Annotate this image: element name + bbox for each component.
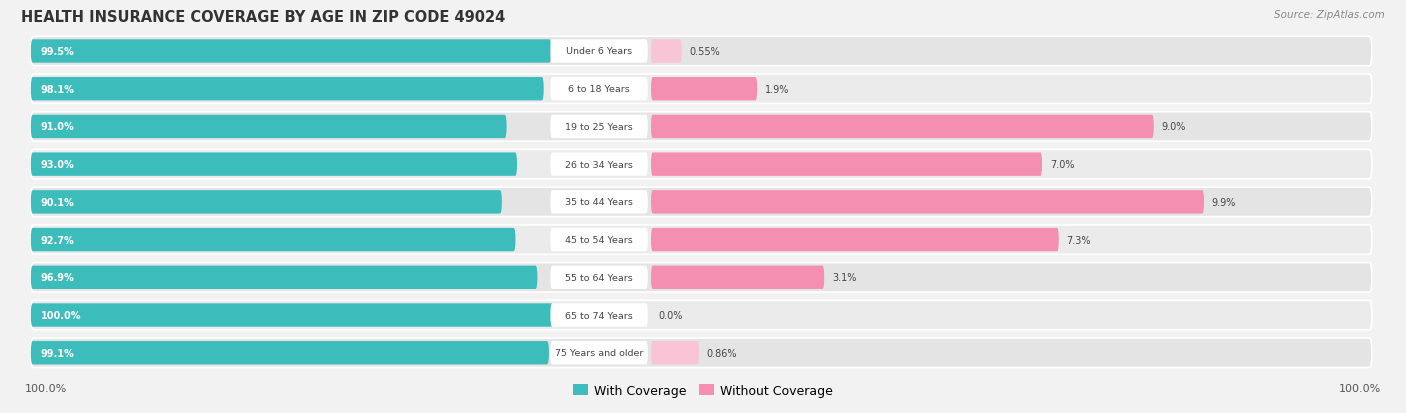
FancyBboxPatch shape bbox=[31, 75, 1372, 104]
FancyBboxPatch shape bbox=[550, 304, 648, 327]
Text: 75 Years and older: 75 Years and older bbox=[555, 349, 644, 357]
FancyBboxPatch shape bbox=[651, 153, 1042, 176]
FancyBboxPatch shape bbox=[31, 338, 1372, 368]
Text: 6 to 18 Years: 6 to 18 Years bbox=[568, 85, 630, 94]
FancyBboxPatch shape bbox=[550, 116, 648, 139]
FancyBboxPatch shape bbox=[31, 304, 554, 327]
Text: 55 to 64 Years: 55 to 64 Years bbox=[565, 273, 633, 282]
FancyBboxPatch shape bbox=[31, 266, 537, 289]
Text: HEALTH INSURANCE COVERAGE BY AGE IN ZIP CODE 49024: HEALTH INSURANCE COVERAGE BY AGE IN ZIP … bbox=[21, 10, 505, 25]
Text: 7.3%: 7.3% bbox=[1067, 235, 1091, 245]
FancyBboxPatch shape bbox=[550, 153, 648, 176]
FancyBboxPatch shape bbox=[550, 341, 648, 365]
FancyBboxPatch shape bbox=[550, 78, 648, 101]
FancyBboxPatch shape bbox=[651, 116, 1154, 139]
Text: 100.0%: 100.0% bbox=[41, 310, 82, 320]
Text: 7.0%: 7.0% bbox=[1050, 160, 1074, 170]
Text: 99.5%: 99.5% bbox=[41, 47, 75, 57]
Text: 26 to 34 Years: 26 to 34 Years bbox=[565, 160, 633, 169]
Text: 19 to 25 Years: 19 to 25 Years bbox=[565, 123, 633, 132]
Text: 1.9%: 1.9% bbox=[765, 85, 789, 95]
Text: 90.1%: 90.1% bbox=[41, 197, 75, 207]
Text: 9.0%: 9.0% bbox=[1161, 122, 1185, 132]
Text: 9.9%: 9.9% bbox=[1212, 197, 1236, 207]
FancyBboxPatch shape bbox=[31, 78, 544, 101]
Text: 93.0%: 93.0% bbox=[41, 160, 75, 170]
FancyBboxPatch shape bbox=[651, 228, 1059, 252]
FancyBboxPatch shape bbox=[31, 40, 551, 64]
FancyBboxPatch shape bbox=[651, 40, 682, 64]
Text: 96.9%: 96.9% bbox=[41, 273, 75, 282]
Text: 3.1%: 3.1% bbox=[832, 273, 856, 282]
Text: Source: ZipAtlas.com: Source: ZipAtlas.com bbox=[1274, 10, 1385, 20]
Text: 92.7%: 92.7% bbox=[41, 235, 75, 245]
Text: 45 to 54 Years: 45 to 54 Years bbox=[565, 235, 633, 244]
FancyBboxPatch shape bbox=[31, 116, 506, 139]
Text: 35 to 44 Years: 35 to 44 Years bbox=[565, 198, 633, 207]
Text: 100.0%: 100.0% bbox=[1339, 383, 1381, 393]
Text: Under 6 Years: Under 6 Years bbox=[567, 47, 633, 56]
FancyBboxPatch shape bbox=[31, 301, 1372, 330]
Text: 0.0%: 0.0% bbox=[659, 310, 683, 320]
Text: 0.86%: 0.86% bbox=[707, 348, 737, 358]
FancyBboxPatch shape bbox=[550, 191, 648, 214]
FancyBboxPatch shape bbox=[31, 37, 1372, 66]
FancyBboxPatch shape bbox=[651, 78, 758, 101]
FancyBboxPatch shape bbox=[31, 188, 1372, 217]
FancyBboxPatch shape bbox=[31, 228, 516, 252]
Text: 99.1%: 99.1% bbox=[41, 348, 75, 358]
Text: 0.55%: 0.55% bbox=[689, 47, 720, 57]
Text: 65 to 74 Years: 65 to 74 Years bbox=[565, 311, 633, 320]
FancyBboxPatch shape bbox=[550, 228, 648, 252]
FancyBboxPatch shape bbox=[651, 191, 1204, 214]
FancyBboxPatch shape bbox=[31, 263, 1372, 292]
FancyBboxPatch shape bbox=[31, 153, 517, 176]
FancyBboxPatch shape bbox=[550, 266, 648, 289]
Text: 91.0%: 91.0% bbox=[41, 122, 75, 132]
FancyBboxPatch shape bbox=[31, 150, 1372, 179]
Text: 100.0%: 100.0% bbox=[25, 383, 67, 393]
Text: 98.1%: 98.1% bbox=[41, 85, 75, 95]
FancyBboxPatch shape bbox=[31, 341, 548, 365]
FancyBboxPatch shape bbox=[651, 341, 699, 365]
Legend: With Coverage, Without Coverage: With Coverage, Without Coverage bbox=[568, 379, 838, 402]
FancyBboxPatch shape bbox=[651, 266, 824, 289]
FancyBboxPatch shape bbox=[31, 112, 1372, 142]
FancyBboxPatch shape bbox=[550, 40, 648, 64]
FancyBboxPatch shape bbox=[31, 191, 502, 214]
FancyBboxPatch shape bbox=[31, 225, 1372, 255]
